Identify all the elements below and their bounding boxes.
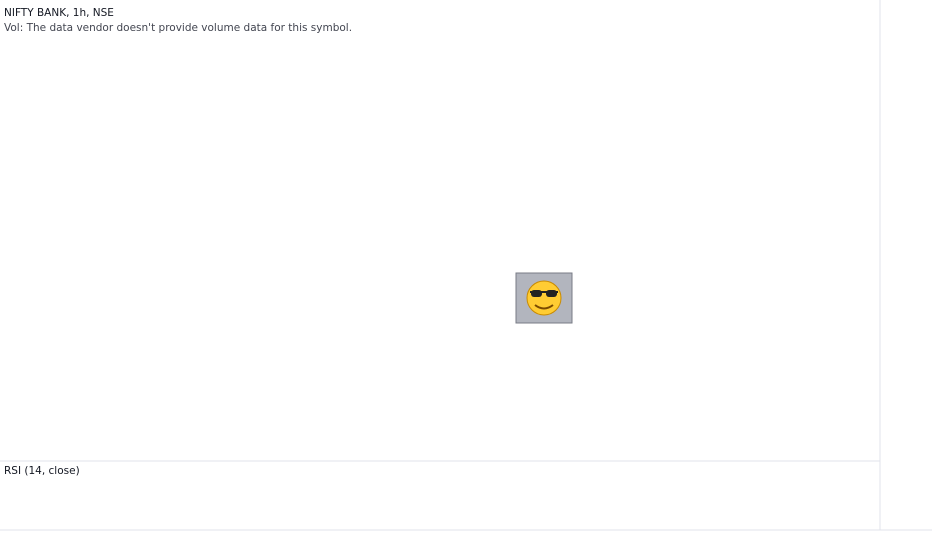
chart-title: NIFTY BANK, 1h, NSE <box>4 7 114 19</box>
emoji-sticker <box>515 272 573 324</box>
chart-subtitle: Vol: The data vendor doesn't provide vol… <box>4 22 352 34</box>
rsi-title: RSI (14, close) <box>4 465 80 477</box>
